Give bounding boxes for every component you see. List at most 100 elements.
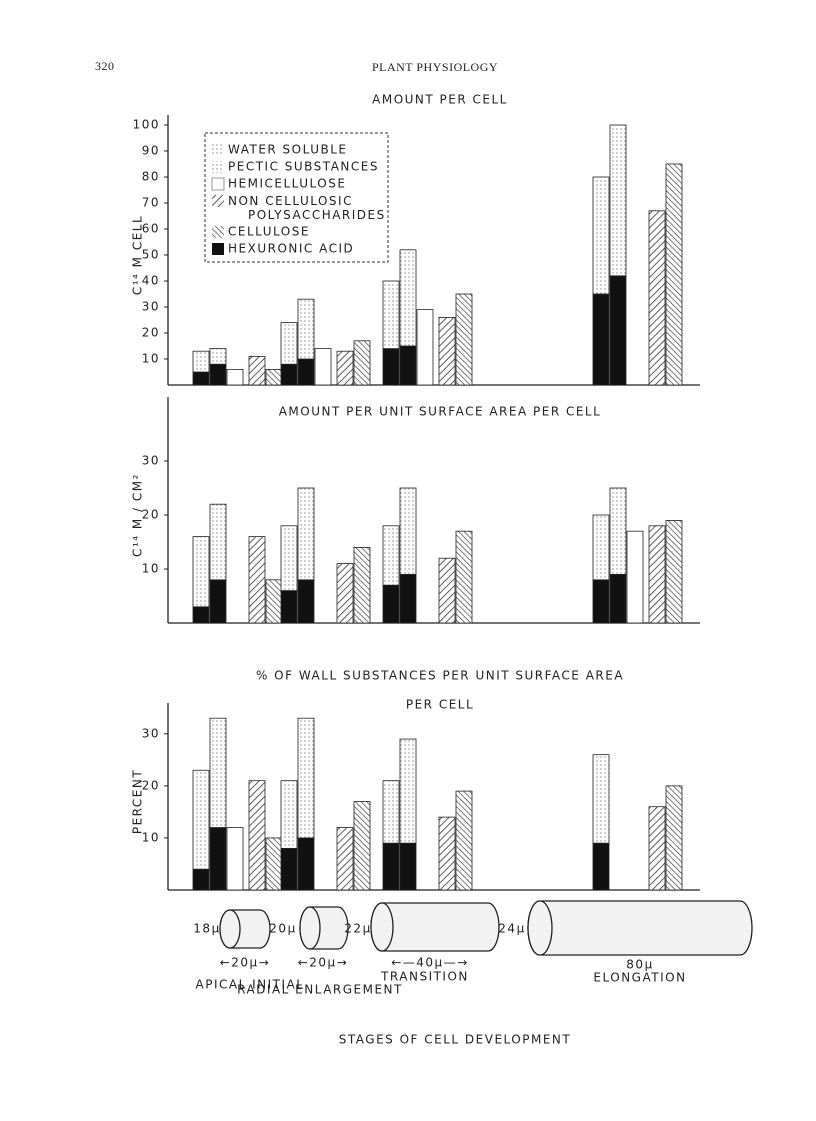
bar-segment <box>382 780 400 844</box>
bar-segment <box>280 847 298 891</box>
y-tick-label: 90 <box>142 144 160 158</box>
bar-segment <box>209 827 227 891</box>
bar-segment <box>297 487 315 581</box>
chart-title: AMOUNT PER CELL <box>372 93 508 107</box>
cell-end <box>299 906 321 950</box>
bar-segment <box>353 340 371 386</box>
y-tick-label: 60 <box>142 222 160 236</box>
bar-segment <box>416 309 434 386</box>
bar-segment <box>399 249 417 347</box>
legend-box <box>204 132 389 263</box>
bar-segment <box>382 842 400 891</box>
bar-segment <box>192 868 210 891</box>
bar-segment <box>648 210 666 386</box>
length-label: ←20µ→ <box>220 956 271 970</box>
y-tick-label: 50 <box>142 248 160 262</box>
bar-segment <box>226 368 244 386</box>
bar-segment <box>297 298 315 360</box>
legend-label: WATER SOLUBLE <box>228 143 347 157</box>
legend-swatch <box>212 226 224 238</box>
bar-segment <box>592 842 610 891</box>
legend-swatch <box>212 243 224 255</box>
bar-segment <box>336 827 354 891</box>
cell-end <box>370 902 394 952</box>
y-tick-label: 30 <box>142 726 160 740</box>
stage-label: APICAL INITIAL <box>196 978 305 992</box>
bar-segment <box>455 293 473 386</box>
bar-segment <box>209 579 227 624</box>
bar-segment <box>297 837 315 891</box>
diameter-label: 22µ <box>344 922 371 936</box>
bar-segment <box>592 293 610 386</box>
chart-title: % OF WALL SUBSTANCES PER UNIT SURFACE AR… <box>256 669 624 683</box>
cell-end <box>527 900 553 956</box>
legend-swatch <box>212 195 224 207</box>
bar-segment <box>192 536 210 608</box>
bar-segment <box>592 176 610 295</box>
bar-segment <box>382 525 400 586</box>
stage-label: RADIAL ENLARGEMENT <box>237 983 403 997</box>
bar-segment <box>265 368 283 386</box>
legend-swatch <box>211 177 225 191</box>
y-tick-label: 100 <box>133 118 160 132</box>
legend-swatch <box>212 144 224 156</box>
bar-segment <box>209 503 227 581</box>
cell-cylinder <box>527 900 753 956</box>
y-tick-label: 40 <box>142 274 160 288</box>
bar-segment <box>592 514 610 581</box>
y-tick-label: 30 <box>142 454 160 468</box>
y-axis-label: C¹⁴ M CELL <box>131 215 145 295</box>
y-tick-label: 10 <box>142 830 160 844</box>
y-tick-label: 20 <box>142 326 160 340</box>
bar-segment <box>399 842 417 891</box>
bar-segment <box>455 530 473 624</box>
bar-segment <box>353 801 371 891</box>
page-number: 320 <box>95 59 115 73</box>
legend-label: CELLULOSE <box>228 225 310 239</box>
bar-segment <box>609 574 627 624</box>
bar-segment <box>609 275 627 386</box>
cell-diagram: 18µ 20µ 22µ 24µ ←20µ→ ←20µ→ ←—40µ—→ 80µ … <box>193 900 753 997</box>
y-tick-label: 80 <box>142 170 160 184</box>
bar-segment <box>280 363 298 386</box>
bar-segment <box>592 579 610 624</box>
legend-label: HEMICELLULOSE <box>228 177 346 191</box>
bar-segment <box>665 163 683 386</box>
legend-swatch <box>212 161 224 173</box>
bar-segment <box>248 780 266 891</box>
figure-caption: STAGES OF CELL DEVELOPMENT <box>339 1033 571 1047</box>
diameter-label: 20µ <box>269 922 296 936</box>
bar-segment <box>399 345 417 386</box>
bar-segment <box>336 350 354 386</box>
bar-segment <box>438 316 456 386</box>
chart-subtitle: PER CELL <box>406 698 474 712</box>
bar-segment <box>455 790 473 891</box>
bar-segment <box>265 837 283 891</box>
bar-segment <box>280 525 298 591</box>
bar-segment <box>336 563 354 624</box>
bar-segment <box>209 348 227 365</box>
length-label: ←—40µ—→ <box>391 956 469 970</box>
y-tick-label: 10 <box>142 562 160 576</box>
bar-segment <box>192 350 210 373</box>
bar-segment <box>280 780 298 849</box>
diameter-label: 24µ <box>498 922 525 936</box>
bar-segment <box>382 584 400 624</box>
bar-segment <box>438 557 456 624</box>
cell-end <box>219 909 241 949</box>
bar-segment <box>248 536 266 624</box>
length-label: ←20µ→ <box>298 956 349 970</box>
bar-segment <box>382 348 400 386</box>
bar-segment <box>399 738 417 844</box>
y-tick-label: 20 <box>142 508 160 522</box>
bar-segment <box>192 769 210 870</box>
bar-segment <box>280 322 298 365</box>
bar-segment <box>209 363 227 386</box>
bar-segment <box>192 606 210 624</box>
chart-title: AMOUNT PER UNIT SURFACE AREA PER CELL <box>279 405 602 419</box>
bar-segment <box>248 355 266 386</box>
bar-segment <box>399 574 417 624</box>
y-axis-label: C¹⁴ M / CM² <box>131 473 145 557</box>
bar-segment <box>399 487 417 575</box>
